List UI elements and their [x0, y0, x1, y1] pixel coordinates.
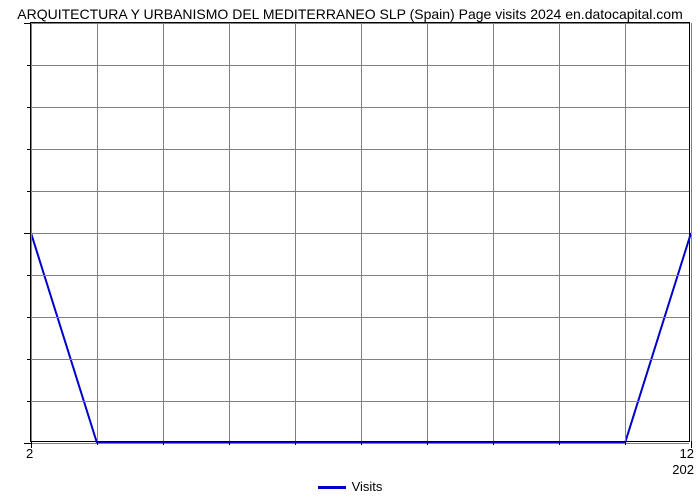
x-minor-tick: [625, 441, 626, 445]
grid-line-vertical: [163, 23, 164, 441]
chart-area: [30, 22, 690, 442]
y-minor-tick: [27, 275, 31, 276]
x-minor-tick: [97, 441, 98, 445]
x-tick-label-right-sub: 202: [672, 462, 694, 477]
grid-line-vertical: [31, 23, 32, 441]
grid-line-horizontal: [31, 317, 689, 318]
y-minor-tick: [27, 107, 31, 108]
chart-title: ARQUITECTURA Y URBANISMO DEL MEDITERRANE…: [0, 6, 700, 22]
grid-line-vertical: [427, 23, 428, 441]
y-minor-tick: [27, 317, 31, 318]
grid-line-horizontal: [31, 191, 689, 192]
x-minor-tick: [427, 441, 428, 445]
x-minor-tick: [229, 441, 230, 445]
legend: Visits: [0, 479, 700, 494]
grid-line-vertical: [493, 23, 494, 441]
y-minor-tick: [27, 401, 31, 402]
grid-line-horizontal: [31, 359, 689, 360]
grid-line-horizontal: [31, 107, 689, 108]
x-tick-label-left: 2: [26, 446, 33, 461]
y-major-tick: [24, 443, 31, 444]
grid-line-vertical: [295, 23, 296, 441]
y-major-tick: [24, 233, 31, 234]
x-minor-tick: [163, 441, 164, 445]
y-minor-tick: [27, 149, 31, 150]
y-major-tick: [24, 23, 31, 24]
grid-line-horizontal: [31, 149, 689, 150]
x-minor-tick: [361, 441, 362, 445]
legend-swatch: [318, 486, 346, 489]
y-minor-tick: [27, 359, 31, 360]
x-minor-tick: [493, 441, 494, 445]
grid-line-vertical: [361, 23, 362, 441]
x-tick-label-right: 12: [680, 446, 694, 461]
plot-area: [30, 22, 690, 442]
grid-line-vertical: [229, 23, 230, 441]
x-minor-tick: [559, 441, 560, 445]
grid-line-horizontal: [31, 443, 689, 444]
y-minor-tick: [27, 191, 31, 192]
grid-line-vertical: [559, 23, 560, 441]
grid-line-horizontal: [31, 401, 689, 402]
y-minor-tick: [27, 65, 31, 66]
grid-line-vertical: [625, 23, 626, 441]
grid-line-vertical: [691, 23, 692, 441]
grid-line-vertical: [97, 23, 98, 441]
grid-line-horizontal: [31, 275, 689, 276]
grid-line-horizontal: [31, 23, 689, 24]
grid-line-horizontal: [31, 65, 689, 66]
grid-line-horizontal: [31, 233, 689, 234]
x-minor-tick: [295, 441, 296, 445]
legend-label: Visits: [352, 479, 383, 494]
